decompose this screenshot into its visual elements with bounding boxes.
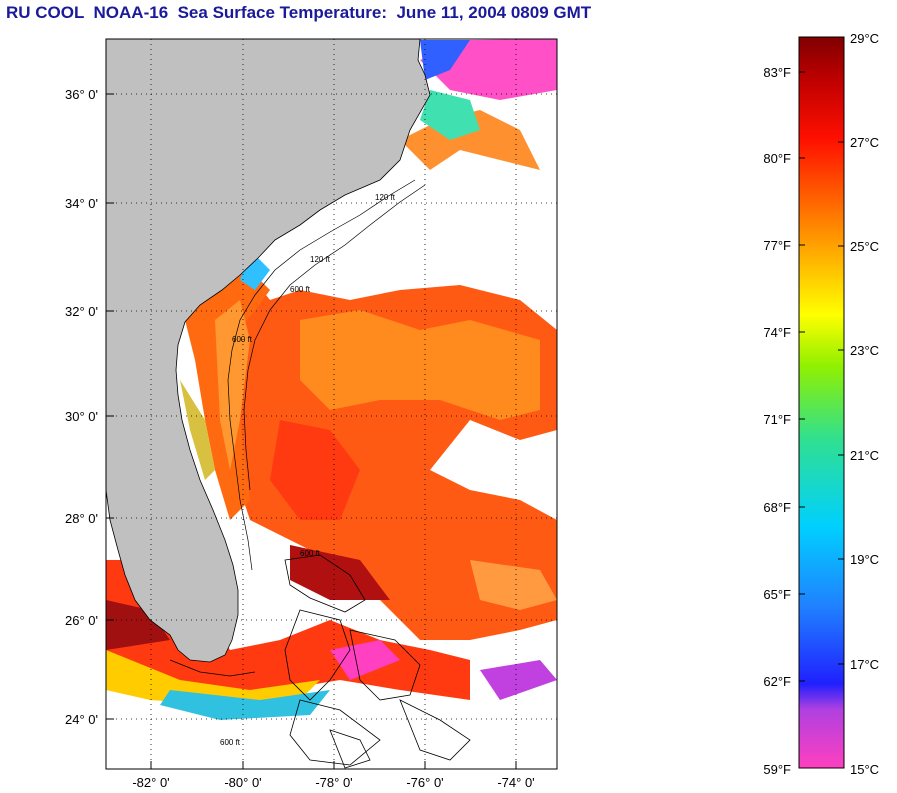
- lat-label: 26° 0': [65, 613, 98, 628]
- bathymetry-contours: [227, 179, 426, 571]
- sst-field: [106, 39, 557, 720]
- fahrenheit-label: 65°F: [763, 587, 791, 602]
- graticule: [106, 39, 557, 769]
- celsius-label: 21°C: [850, 448, 879, 463]
- lon-label: -78° 0': [315, 775, 352, 790]
- contour-label: 600 ft: [290, 285, 311, 294]
- lat-label: 28° 0': [65, 511, 98, 526]
- celsius-label: 25°C: [850, 239, 879, 254]
- colorbar: [798, 36, 845, 769]
- contour-label: 600 ft: [220, 738, 241, 747]
- fahrenheit-label: 71°F: [763, 412, 791, 427]
- contour-label: 600 ft: [232, 335, 253, 344]
- celsius-label: 27°C: [850, 135, 879, 150]
- lon-label: -76° 0': [406, 775, 443, 790]
- map-frame: [105, 38, 558, 770]
- lat-label: 34° 0': [65, 196, 98, 211]
- lat-label: 30° 0': [65, 409, 98, 424]
- fahrenheit-label: 83°F: [763, 65, 791, 80]
- lat-label: 24° 0': [65, 712, 98, 727]
- lon-label: -74° 0': [497, 775, 534, 790]
- lon-label: -80° 0': [224, 775, 261, 790]
- fahrenheit-label: 77°F: [763, 238, 791, 253]
- contour-label: 600 ft: [300, 549, 321, 558]
- map-title: RU COOL NOAA-16 Sea Surface Temperature:…: [6, 3, 592, 22]
- lat-label: 36° 0': [65, 87, 98, 102]
- bahamas-banks: [284, 554, 471, 769]
- lat-label: 32° 0': [65, 304, 98, 319]
- contour-label: 120 ft: [375, 193, 396, 202]
- celsius-label: 23°C: [850, 343, 879, 358]
- celsius-label: 15°C: [850, 762, 879, 777]
- fahrenheit-label: 80°F: [763, 151, 791, 166]
- lat-ticks: [106, 93, 517, 769]
- colorbar-ticks: [799, 71, 844, 682]
- fahrenheit-label: 74°F: [763, 325, 791, 340]
- land-mass: [106, 39, 431, 663]
- fahrenheit-label: 62°F: [763, 674, 791, 689]
- celsius-label: 19°C: [850, 552, 879, 567]
- contour-label: 120 ft: [310, 255, 331, 264]
- celsius-label: 17°C: [850, 657, 879, 672]
- fahrenheit-label: 68°F: [763, 500, 791, 515]
- lon-label: -82° 0': [132, 775, 169, 790]
- map-panel: 120 ft 600 ft 120 ft 600 ft 600 ft 600 f…: [106, 39, 557, 769]
- keys-coastline: [169, 659, 256, 677]
- fahrenheit-label: 59°F: [763, 762, 791, 777]
- celsius-label: 29°C: [850, 31, 879, 46]
